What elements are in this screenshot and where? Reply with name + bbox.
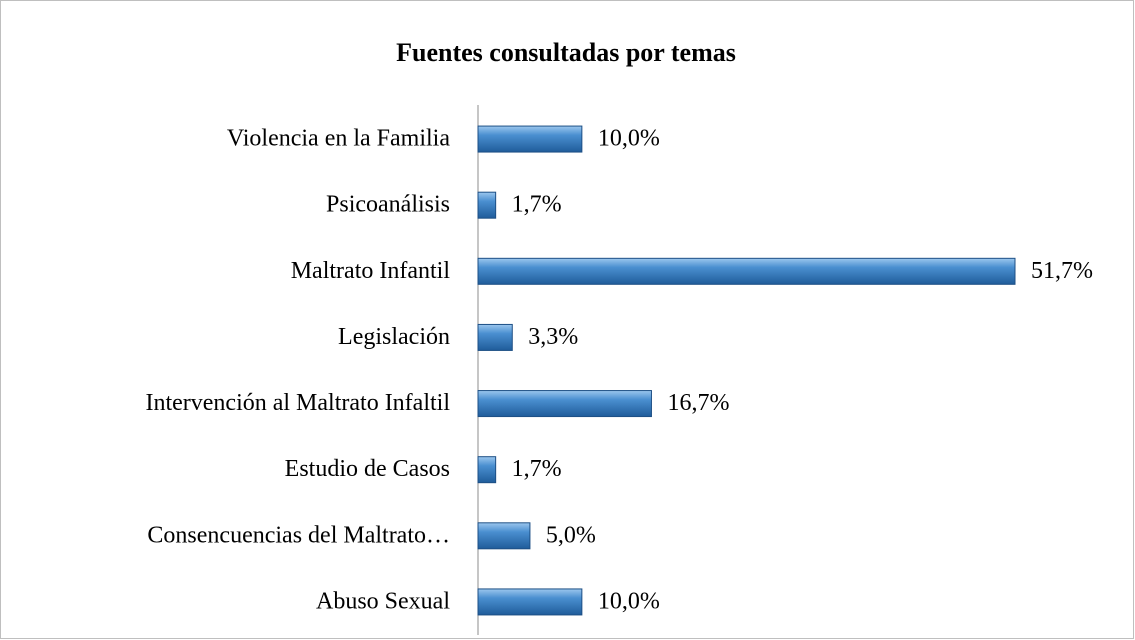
bar <box>477 588 583 616</box>
bar <box>477 191 497 219</box>
bar <box>477 522 531 550</box>
bar <box>477 456 497 484</box>
value-label: 3,3% <box>528 324 578 350</box>
value-label: 10,0% <box>598 126 660 152</box>
value-label: 16,7% <box>667 390 729 416</box>
bar <box>477 125 583 153</box>
category-label: Maltrato Infantil <box>291 258 451 284</box>
category-label: Psicoanálisis <box>326 192 450 218</box>
bar <box>477 390 652 418</box>
bar <box>477 257 1016 285</box>
value-label: 1,7% <box>512 192 562 218</box>
category-label: Abuso Sexual <box>316 588 450 614</box>
category-label: Violencia en la Familia <box>227 126 450 152</box>
value-label: 51,7% <box>1031 258 1093 284</box>
chart-title: Fuentes consultadas por temas <box>396 38 736 67</box>
bar <box>477 323 513 351</box>
value-label: 5,0% <box>546 522 596 548</box>
value-label: 10,0% <box>598 588 660 614</box>
category-label: Consencuencias del Maltrato… <box>147 522 450 548</box>
category-label: Estudio de Casos <box>285 456 450 482</box>
value-label: 1,7% <box>512 456 562 482</box>
category-label: Intervención al Maltrato Infaltil <box>145 390 450 416</box>
category-label: Legislación <box>338 324 450 350</box>
